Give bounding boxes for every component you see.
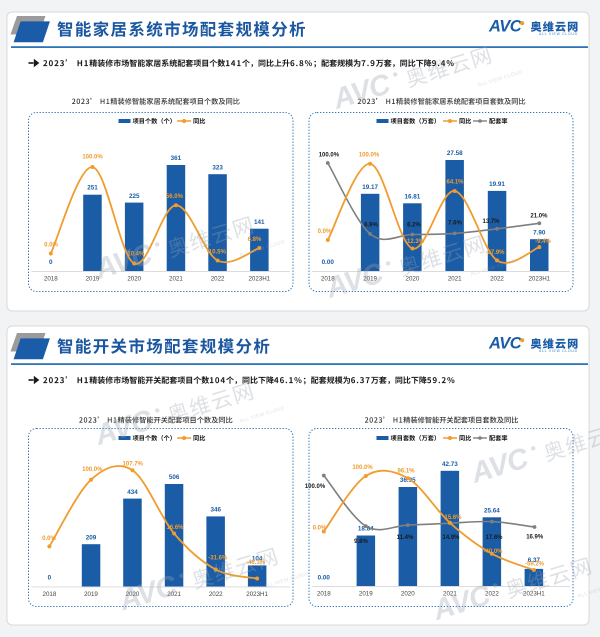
svg-text:-27.9%: -27.9% [485,250,505,256]
svg-text:0.00: 0.00 [318,575,331,582]
svg-text:225: 225 [129,193,140,200]
svg-text:-10.5%: -10.5% [207,250,227,256]
svg-text:-40.0%: -40.0% [483,549,503,555]
svg-text:AVC: AVC [488,18,523,36]
svg-text:21.0%: 21.0% [530,213,548,219]
svg-text:346: 346 [210,507,221,514]
svg-text:2019: 2019 [84,591,98,598]
svg-text:16.81: 16.81 [405,194,421,201]
svg-text:-46.1%: -46.1% [246,560,266,566]
svg-text:19.17: 19.17 [362,184,378,191]
svg-text:AVC: AVC [488,335,523,353]
svg-text:7.6%: 7.6% [448,221,462,227]
svg-text:56.0%: 56.0% [166,194,184,200]
svg-text:2018: 2018 [317,590,331,597]
svg-text:2019: 2019 [86,275,100,282]
svg-text:2021: 2021 [169,275,183,282]
svg-text:-12.3%: -12.3% [405,239,425,245]
svg-text:251: 251 [87,185,98,192]
svg-text:2018: 2018 [43,591,57,598]
svg-text:15.6%: 15.6% [444,515,462,521]
svg-text:100.0%: 100.0% [82,155,103,161]
svg-text:14.9%: 14.9% [442,535,460,541]
svg-text:13.7%: 13.7% [482,219,500,225]
svg-text:7.90: 7.90 [533,229,546,236]
svg-text:0.0%: 0.0% [42,536,56,542]
svg-text:2019: 2019 [359,590,373,597]
svg-text:ALL VIEW CLOUD: ALL VIEW CLOUD [539,32,578,36]
svg-text:16.9%: 16.9% [526,534,544,540]
svg-text:100.0%: 100.0% [352,465,373,471]
svg-text:11.4%: 11.4% [397,535,414,541]
svg-text:0.0%: 0.0% [313,526,327,532]
svg-text:96.1%: 96.1% [397,469,415,475]
svg-text:0.0%: 0.0% [318,229,332,235]
svg-text:6.2%: 6.2% [407,223,421,229]
svg-text:2021: 2021 [448,275,462,282]
svg-text:0: 0 [49,259,53,266]
svg-text:2018: 2018 [44,275,58,282]
svg-text:-59.2%: -59.2% [525,562,545,568]
svg-text:16.6%: 16.6% [166,525,184,531]
svg-text:36.95: 36.95 [400,477,416,484]
svg-text:2022: 2022 [485,590,499,597]
svg-text:2020: 2020 [401,590,415,597]
svg-text:18.84: 18.84 [358,526,374,533]
svg-text:9.8%: 9.8% [354,539,368,545]
svg-text:0.00: 0.00 [322,259,335,266]
svg-text:434: 434 [127,489,138,496]
svg-text:42.73: 42.73 [442,461,458,468]
svg-text:2020: 2020 [127,275,141,282]
svg-text:2022: 2022 [211,275,225,282]
svg-text:6.37: 6.37 [528,557,541,564]
svg-text:107.7%: 107.7% [123,462,144,468]
svg-text:19.91: 19.91 [489,181,505,188]
svg-text:100.0%: 100.0% [82,467,103,473]
svg-text:-9.4%: -9.4% [535,239,551,245]
svg-text:100.0%: 100.0% [319,153,340,159]
svg-text:2022: 2022 [490,275,504,282]
svg-text:100.0%: 100.0% [359,153,380,159]
svg-text:104: 104 [252,556,263,563]
svg-text:27.58: 27.58 [447,150,463,157]
svg-text:2023H1: 2023H1 [246,591,268,598]
svg-text:361: 361 [171,155,182,162]
svg-text:506: 506 [169,474,180,481]
svg-text:2023H1: 2023H1 [528,275,550,282]
svg-text:0: 0 [48,575,52,582]
svg-text:209: 209 [86,534,97,541]
svg-text:64.1%: 64.1% [446,180,464,186]
svg-text:-31.6%: -31.6% [208,555,228,561]
svg-text:2020: 2020 [406,275,420,282]
svg-text:0.0%: 0.0% [44,243,58,249]
svg-text:2023H1: 2023H1 [248,275,270,282]
svg-text:2022: 2022 [209,591,223,598]
svg-text:6.8%: 6.8% [248,237,262,243]
svg-text:323: 323 [212,164,223,171]
svg-text:141: 141 [254,219,265,226]
svg-text:6.9%: 6.9% [364,223,378,229]
svg-text:25.64: 25.64 [484,508,500,515]
svg-text:17.6%: 17.6% [485,535,503,541]
svg-text:ALL VIEW CLOUD: ALL VIEW CLOUD [539,349,578,353]
svg-text:2023H1: 2023H1 [523,590,545,597]
svg-text:100.0%: 100.0% [305,484,326,490]
